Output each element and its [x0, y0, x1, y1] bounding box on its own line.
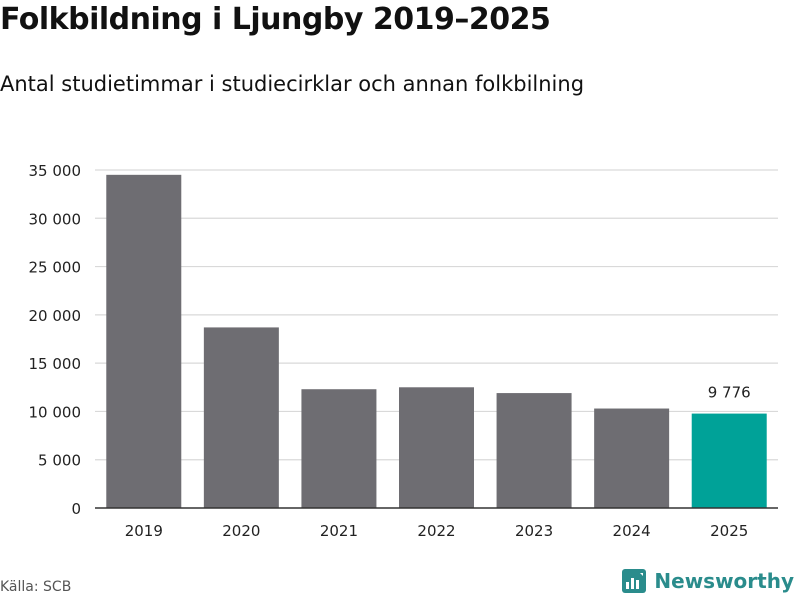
x-tick-label: 2024	[613, 522, 651, 540]
y-tick-label: 30 000	[29, 210, 82, 228]
y-tick-label: 10 000	[29, 403, 82, 421]
bar-2025	[691, 413, 767, 508]
y-tick-label: 0	[71, 500, 81, 518]
chart-subtitle: Antal studietimmar i studiecirklar och a…	[0, 72, 585, 96]
x-tick-label: 2021	[320, 522, 358, 540]
bar-2024	[594, 408, 670, 508]
y-tick-label: 5 000	[38, 452, 81, 470]
x-tick-label: 2023	[515, 522, 553, 540]
x-tick-label: 2022	[417, 522, 455, 540]
chart-title: Folkbildning i Ljungby 2019–2025	[0, 2, 551, 37]
data-label: 9 776	[708, 384, 751, 402]
y-tick-label: 20 000	[29, 307, 82, 325]
bar-2022	[399, 387, 474, 508]
x-tick-label: 2020	[222, 522, 260, 540]
x-tick-label: 2025	[710, 522, 748, 540]
source-note: Källa: SCB	[0, 579, 72, 595]
y-tick-label: 25 000	[29, 259, 82, 277]
newsworthy-logo-icon	[622, 569, 647, 593]
brand-logo: Newsworthy	[622, 569, 794, 593]
bar-2021	[301, 389, 377, 508]
bar-2020	[203, 327, 279, 508]
bar-2019	[106, 174, 182, 509]
x-tick-label: 2019	[125, 522, 163, 540]
y-tick-label: 35 000	[29, 162, 82, 180]
bar-2023	[496, 393, 572, 508]
brand-name: Newsworthy	[654, 569, 794, 593]
y-tick-label: 15 000	[29, 355, 82, 373]
